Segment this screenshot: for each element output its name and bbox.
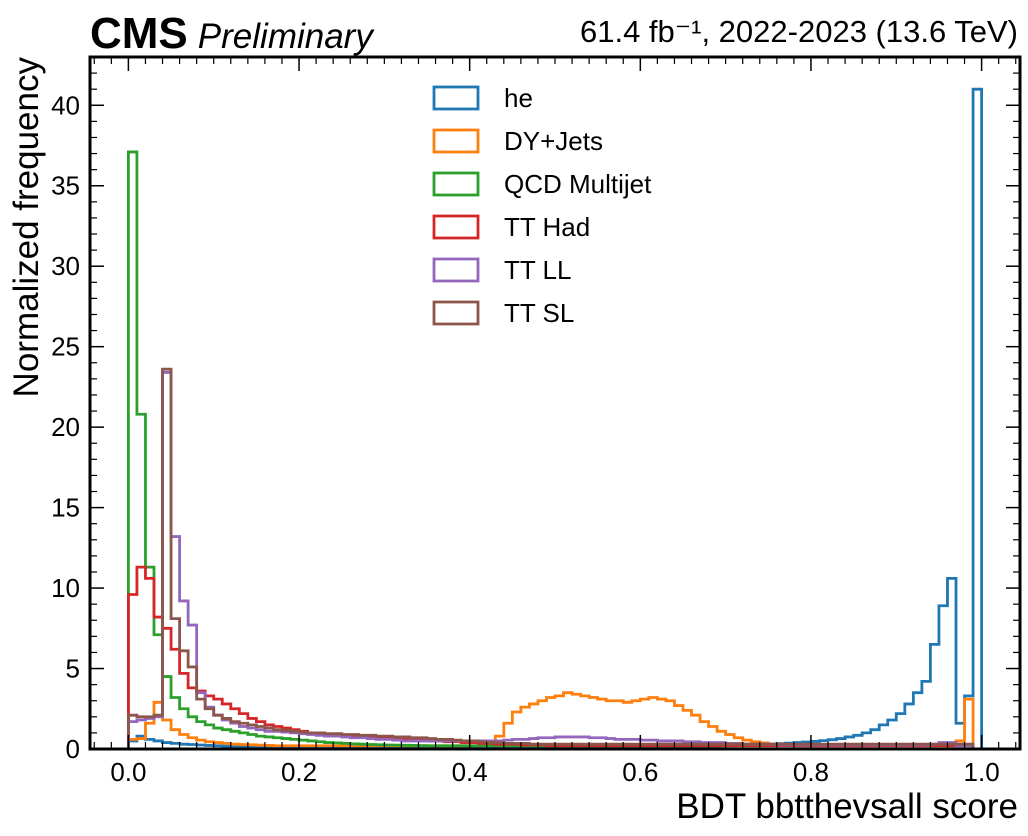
- status-label: Preliminary: [198, 17, 376, 56]
- y-tick-label: 10: [51, 573, 80, 603]
- legend-swatch: [432, 214, 480, 240]
- y-tick-label: 25: [51, 332, 80, 362]
- legend-label: TT SL: [504, 298, 574, 328]
- y-tick-label: 5: [66, 654, 80, 684]
- experiment-label: CMS: [90, 9, 188, 58]
- legend-swatch: [432, 300, 480, 326]
- x-tick-label: 0.2: [281, 757, 317, 787]
- luminosity-label: 61.4 fb⁻¹, 2022-2023 (13.6 TeV): [580, 14, 1018, 49]
- x-tick-label: 0.6: [622, 757, 658, 787]
- y-tick-label: 35: [51, 171, 80, 201]
- legend-swatch: [432, 257, 480, 283]
- legend-label: DY+Jets: [504, 126, 603, 156]
- legend-label: he: [504, 83, 533, 113]
- x-tick-label: 0.4: [452, 757, 488, 787]
- x-tick-label: 0.8: [793, 757, 829, 787]
- series-line-he: [126, 87, 984, 750]
- y-tick-label: 30: [51, 251, 80, 281]
- y-tick-label: 20: [51, 412, 80, 442]
- x-tick-label: 0.0: [110, 757, 146, 787]
- y-axis-label: Normalized frequency: [7, 57, 46, 398]
- x-axis-label: BDT bbtthevsall score: [676, 787, 1018, 826]
- legend-label: QCD Multijet: [504, 169, 652, 199]
- legend-swatch: [432, 128, 480, 154]
- series-line-tt-sl: [126, 367, 982, 751]
- y-tick-label: 15: [51, 493, 80, 523]
- y-tick-label: 40: [51, 90, 80, 120]
- legend-swatch: [432, 171, 480, 197]
- legend-label: TT LL: [504, 255, 571, 285]
- y-tick-label: 0: [66, 734, 80, 764]
- x-tick-label: 1.0: [964, 757, 1000, 787]
- legend-swatch: [432, 85, 480, 111]
- legend-label: TT Had: [504, 212, 590, 242]
- plot-frame: [88, 55, 1022, 751]
- legend: he DY+Jets QCD Multijet TT Had TT LL TT SL: [432, 83, 652, 328]
